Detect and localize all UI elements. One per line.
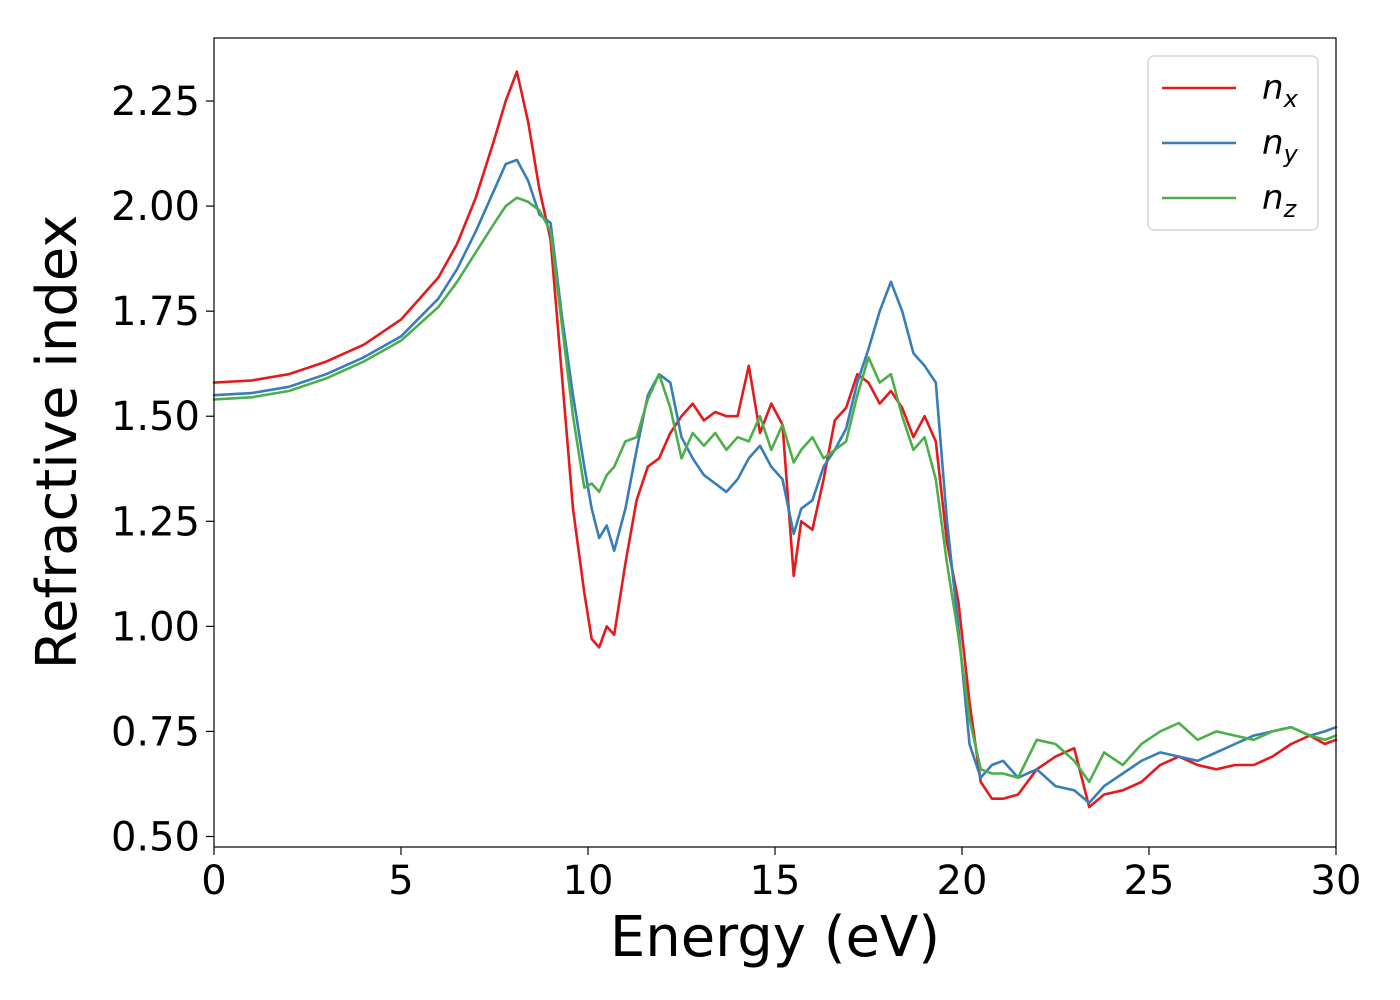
x-axis: 0 5 10 15 20 25 30: [201, 847, 1361, 904]
x-axis-label: Energy (eV): [610, 905, 940, 970]
x-tick-label: 25: [1124, 858, 1175, 904]
x-tick-label: 5: [388, 858, 413, 904]
legend: nx ny nz: [1147, 55, 1319, 231]
x-tick-label: 15: [750, 858, 801, 904]
x-tick-label: 30: [1311, 858, 1362, 904]
legend-entry: ny: [1262, 123, 1299, 168]
x-tick-label: 0: [201, 858, 226, 904]
series-line-n-x: [212, 70, 1338, 809]
x-tick-label: 10: [563, 858, 614, 904]
legend-entry: nz: [1262, 178, 1298, 223]
x-tick-label: 20: [937, 858, 988, 904]
y-tick-label: 0.75: [111, 709, 200, 755]
series-line-n-z: [212, 196, 1338, 784]
y-tick-label: 1.25: [111, 499, 200, 545]
y-axis-label: Refractive index: [25, 215, 90, 670]
y-tick-label: 1.00: [111, 604, 200, 650]
series-line-n-y: [212, 158, 1338, 805]
legend-entry: nx: [1262, 68, 1299, 113]
y-tick-label: 1.50: [111, 394, 200, 440]
y-tick-label: 2.00: [111, 184, 200, 230]
series-layer: [212, 70, 1338, 809]
y-tick-label: 1.75: [111, 289, 200, 335]
y-axis: 0.50 0.75 1.00 1.25 1.50 1.75 2.00 2.25: [111, 79, 214, 860]
y-tick-label: 0.50: [111, 814, 200, 860]
y-tick-label: 2.25: [111, 79, 200, 125]
